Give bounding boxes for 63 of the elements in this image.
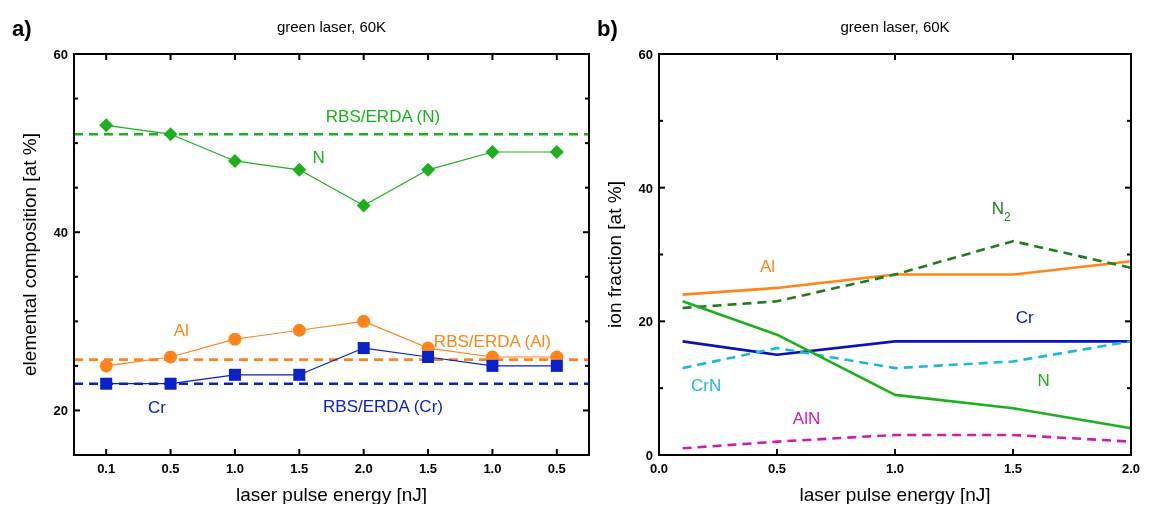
point (228, 332, 242, 346)
line-series (681, 259, 1133, 296)
point (292, 323, 306, 337)
point (549, 145, 564, 160)
point (422, 350, 435, 363)
y-tick-label: 0 (645, 448, 653, 463)
series-label: N (1037, 371, 1050, 391)
x-tick-label: 1.5 (419, 461, 438, 476)
point (164, 377, 177, 390)
chart-title: green laser, 60K (276, 18, 387, 35)
x-tick-label: 0.5 (547, 461, 566, 476)
point (292, 162, 307, 177)
point (356, 198, 371, 213)
point (227, 153, 242, 168)
y-tick-label: 20 (638, 314, 653, 330)
x-tick-label: 1.0 (885, 461, 905, 476)
point (486, 359, 499, 372)
point (163, 127, 178, 142)
y-tick-label: 20 (53, 403, 68, 419)
series-label: Al (760, 256, 776, 276)
series-label: Cr (1015, 308, 1035, 328)
point (357, 314, 371, 328)
point (100, 377, 113, 390)
line-series (681, 340, 1133, 370)
point (421, 162, 436, 177)
y-tick-label: 40 (638, 180, 653, 196)
y-tick-label: 40 (53, 225, 68, 241)
x-tick-label: 0.5 (767, 461, 787, 476)
point (164, 350, 178, 364)
x-tick-label: 1.5 (1003, 461, 1023, 476)
x-tick-label: 1.0 (483, 461, 502, 476)
point (357, 342, 370, 355)
y-tick-label: 60 (53, 47, 68, 62)
series-label: N$_{2}$ (991, 199, 1012, 225)
point (99, 118, 114, 133)
ref-line-label: RBS/ERDA (N) (325, 107, 441, 127)
y-tick-label: 60 (638, 47, 653, 62)
chart-title: green laser, 60K (840, 18, 950, 35)
series-label: CrN (691, 376, 722, 396)
series-label: N (312, 147, 325, 167)
text: b) (597, 16, 618, 41)
point (485, 145, 500, 160)
series-label: AlN (792, 408, 821, 428)
x-tick-label: 1.5 (290, 461, 309, 476)
line-series (681, 299, 1133, 430)
ref-line-label: RBS/ERDA (Al) (433, 331, 552, 351)
point (228, 368, 241, 381)
x-tick-label: 0.1 (97, 461, 116, 476)
ref-line-label: RBS/ERDA (Cr) (323, 396, 443, 416)
x-tick-label: 1.0 (225, 461, 244, 476)
point (99, 359, 113, 373)
x-tick-label: 2.0 (354, 461, 373, 476)
series-label: Cr (148, 397, 167, 417)
y-axis-title: ion fraction [at %] (604, 181, 625, 328)
line-series (681, 239, 1133, 310)
x-tick-label: 0.5 (161, 461, 180, 476)
point (550, 359, 563, 372)
text: a) (12, 16, 32, 41)
series-label: Al (173, 320, 189, 340)
x-tick-label: 2.0 (1121, 461, 1141, 476)
x-tick-label: 0.0 (649, 461, 669, 476)
y-axis-title: elemental composition [at %] (19, 133, 40, 376)
point (293, 368, 306, 381)
